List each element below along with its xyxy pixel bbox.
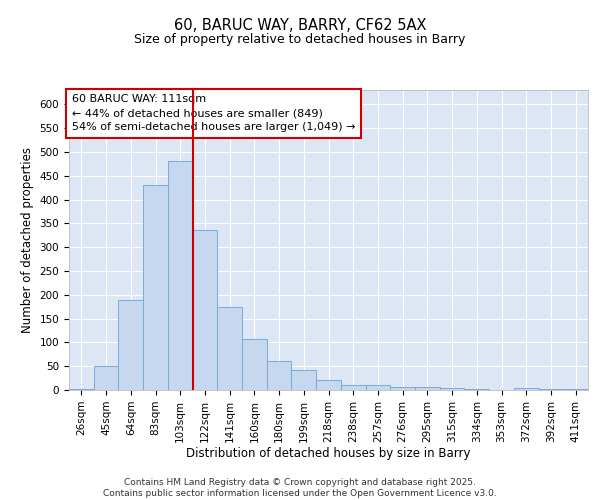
Bar bbox=[242, 338, 267, 390]
Bar bbox=[390, 386, 415, 390]
Bar bbox=[292, 370, 316, 390]
Text: Size of property relative to detached houses in Barry: Size of property relative to detached ho… bbox=[134, 32, 466, 46]
Bar bbox=[514, 388, 539, 390]
Bar bbox=[365, 385, 390, 390]
Y-axis label: Number of detached properties: Number of detached properties bbox=[21, 147, 34, 333]
Bar bbox=[217, 306, 242, 390]
Text: Contains HM Land Registry data © Crown copyright and database right 2025.
Contai: Contains HM Land Registry data © Crown c… bbox=[103, 478, 497, 498]
Bar bbox=[118, 300, 143, 390]
Bar bbox=[316, 380, 341, 390]
Bar bbox=[539, 389, 563, 390]
Bar bbox=[464, 389, 489, 390]
Bar bbox=[415, 387, 440, 390]
Bar bbox=[563, 388, 588, 390]
Bar bbox=[143, 185, 168, 390]
Bar bbox=[440, 388, 464, 390]
Bar bbox=[168, 162, 193, 390]
Bar bbox=[69, 388, 94, 390]
Bar bbox=[267, 362, 292, 390]
Text: 60 BARUC WAY: 111sqm
← 44% of detached houses are smaller (849)
54% of semi-deta: 60 BARUC WAY: 111sqm ← 44% of detached h… bbox=[71, 94, 355, 132]
Text: 60, BARUC WAY, BARRY, CF62 5AX: 60, BARUC WAY, BARRY, CF62 5AX bbox=[174, 18, 426, 32]
X-axis label: Distribution of detached houses by size in Barry: Distribution of detached houses by size … bbox=[186, 448, 471, 460]
Bar bbox=[193, 230, 217, 390]
Bar bbox=[94, 366, 118, 390]
Bar bbox=[341, 385, 365, 390]
